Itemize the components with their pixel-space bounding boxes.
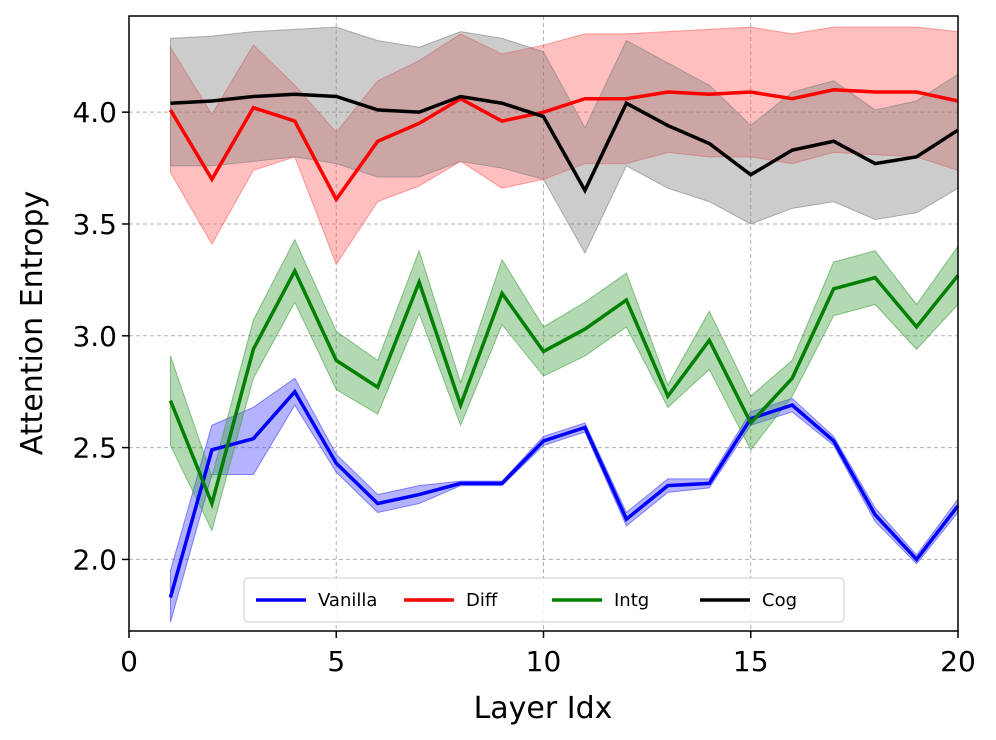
legend-box	[243, 577, 845, 623]
legend-label-diff: Diff	[466, 590, 498, 611]
series-lines	[168, 88, 960, 598]
line-intg	[168, 267, 960, 510]
axis-ticks: 0 5 10 15 20 2.0 2.5 3.0 3.5 4.0	[72, 96, 975, 678]
y-tick-label: 4.0	[72, 96, 117, 129]
legend-label-vanilla: Vanilla	[318, 590, 377, 611]
x-tick-label: 20	[940, 645, 976, 678]
legend-label-intg: Intg	[614, 590, 649, 611]
y-axis-label: Attention Entropy	[15, 191, 50, 456]
y-tick-label: 2.5	[72, 432, 117, 465]
y-tick-label: 3.0	[72, 320, 117, 353]
x-tick-label: 0	[120, 645, 138, 678]
line-vanilla	[168, 388, 960, 598]
x-tick-label: 10	[526, 645, 562, 678]
x-tick-label: 5	[327, 645, 345, 678]
y-tick-label: 3.5	[72, 208, 117, 241]
legend-label-cog: Cog	[762, 590, 797, 611]
y-tick-label: 2.0	[72, 543, 117, 576]
x-tick-label: 15	[733, 645, 769, 678]
line-cog	[170, 92, 959, 195]
x-axis-label: Layer Idx	[474, 691, 613, 726]
line-diff	[168, 88, 959, 203]
legend: Vanilla Diff Intg Cog	[243, 577, 845, 623]
